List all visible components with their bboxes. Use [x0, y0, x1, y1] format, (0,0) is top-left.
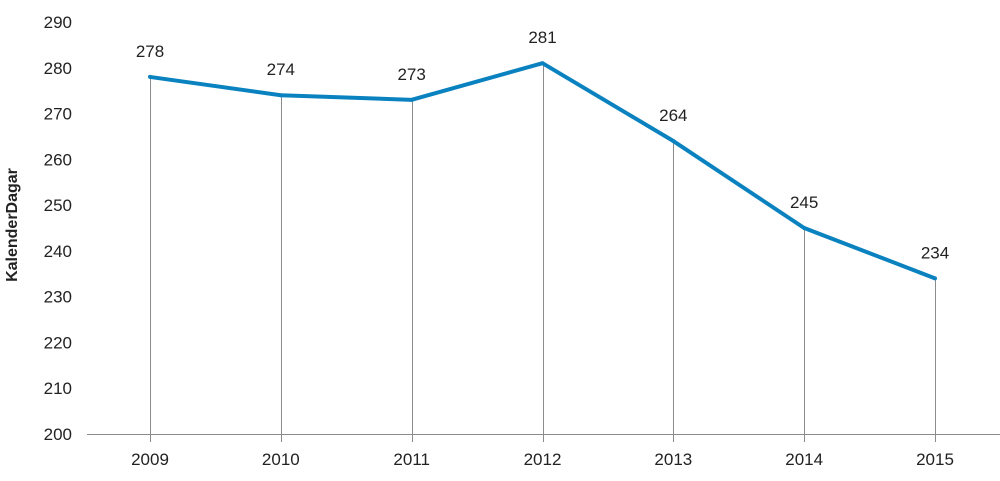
- y-tick-label: 210: [44, 379, 72, 398]
- y-tick-label: 290: [44, 13, 72, 32]
- y-tick-label: 280: [44, 59, 72, 78]
- y-tick-label: 250: [44, 196, 72, 215]
- x-tick-label: 2012: [524, 450, 562, 469]
- y-tick-label: 230: [44, 288, 72, 307]
- data-point: [671, 139, 676, 144]
- data-point: [278, 93, 283, 98]
- x-tick-label: 2011: [393, 450, 430, 469]
- y-tick-label: 220: [44, 333, 72, 352]
- data-label: 264: [659, 106, 687, 125]
- data-label: 281: [528, 28, 556, 47]
- data-label: 245: [790, 193, 818, 212]
- data-label: 234: [921, 243, 949, 262]
- data-point: [409, 97, 414, 102]
- data-label: 274: [267, 60, 295, 79]
- data-point: [802, 226, 807, 230]
- x-tick-label: 2014: [785, 450, 823, 469]
- data-label: 273: [397, 65, 425, 84]
- drop-lines: [150, 63, 936, 442]
- y-axis-ticks: 200 210 220 230 240 250 260 270 280 290: [44, 13, 72, 444]
- y-tick-label: 260: [44, 150, 72, 169]
- y-axis-title-group: KalenderDagar: [4, 168, 21, 282]
- y-tick-label: 270: [44, 105, 72, 124]
- data-point: [540, 61, 545, 66]
- x-tick-label: 2009: [131, 450, 169, 469]
- y-axis-title: KalenderDagar: [4, 168, 21, 282]
- series-line: [149, 61, 936, 281]
- x-tick-label: 2015: [916, 450, 954, 469]
- series-group: [148, 61, 937, 281]
- x-axis-ticks: 2009 2010 2011 2012 2013 2014 2015: [131, 450, 954, 469]
- data-labels: 278 274 273 281 264 245 234: [136, 28, 949, 262]
- data-point: [933, 276, 937, 281]
- x-tick-label: 2013: [654, 450, 692, 469]
- x-tick-label: 2010: [262, 450, 300, 469]
- data-label: 278: [136, 42, 164, 61]
- y-tick-label: 200: [44, 425, 72, 444]
- data-point: [148, 74, 152, 79]
- y-tick-label: 240: [44, 242, 72, 261]
